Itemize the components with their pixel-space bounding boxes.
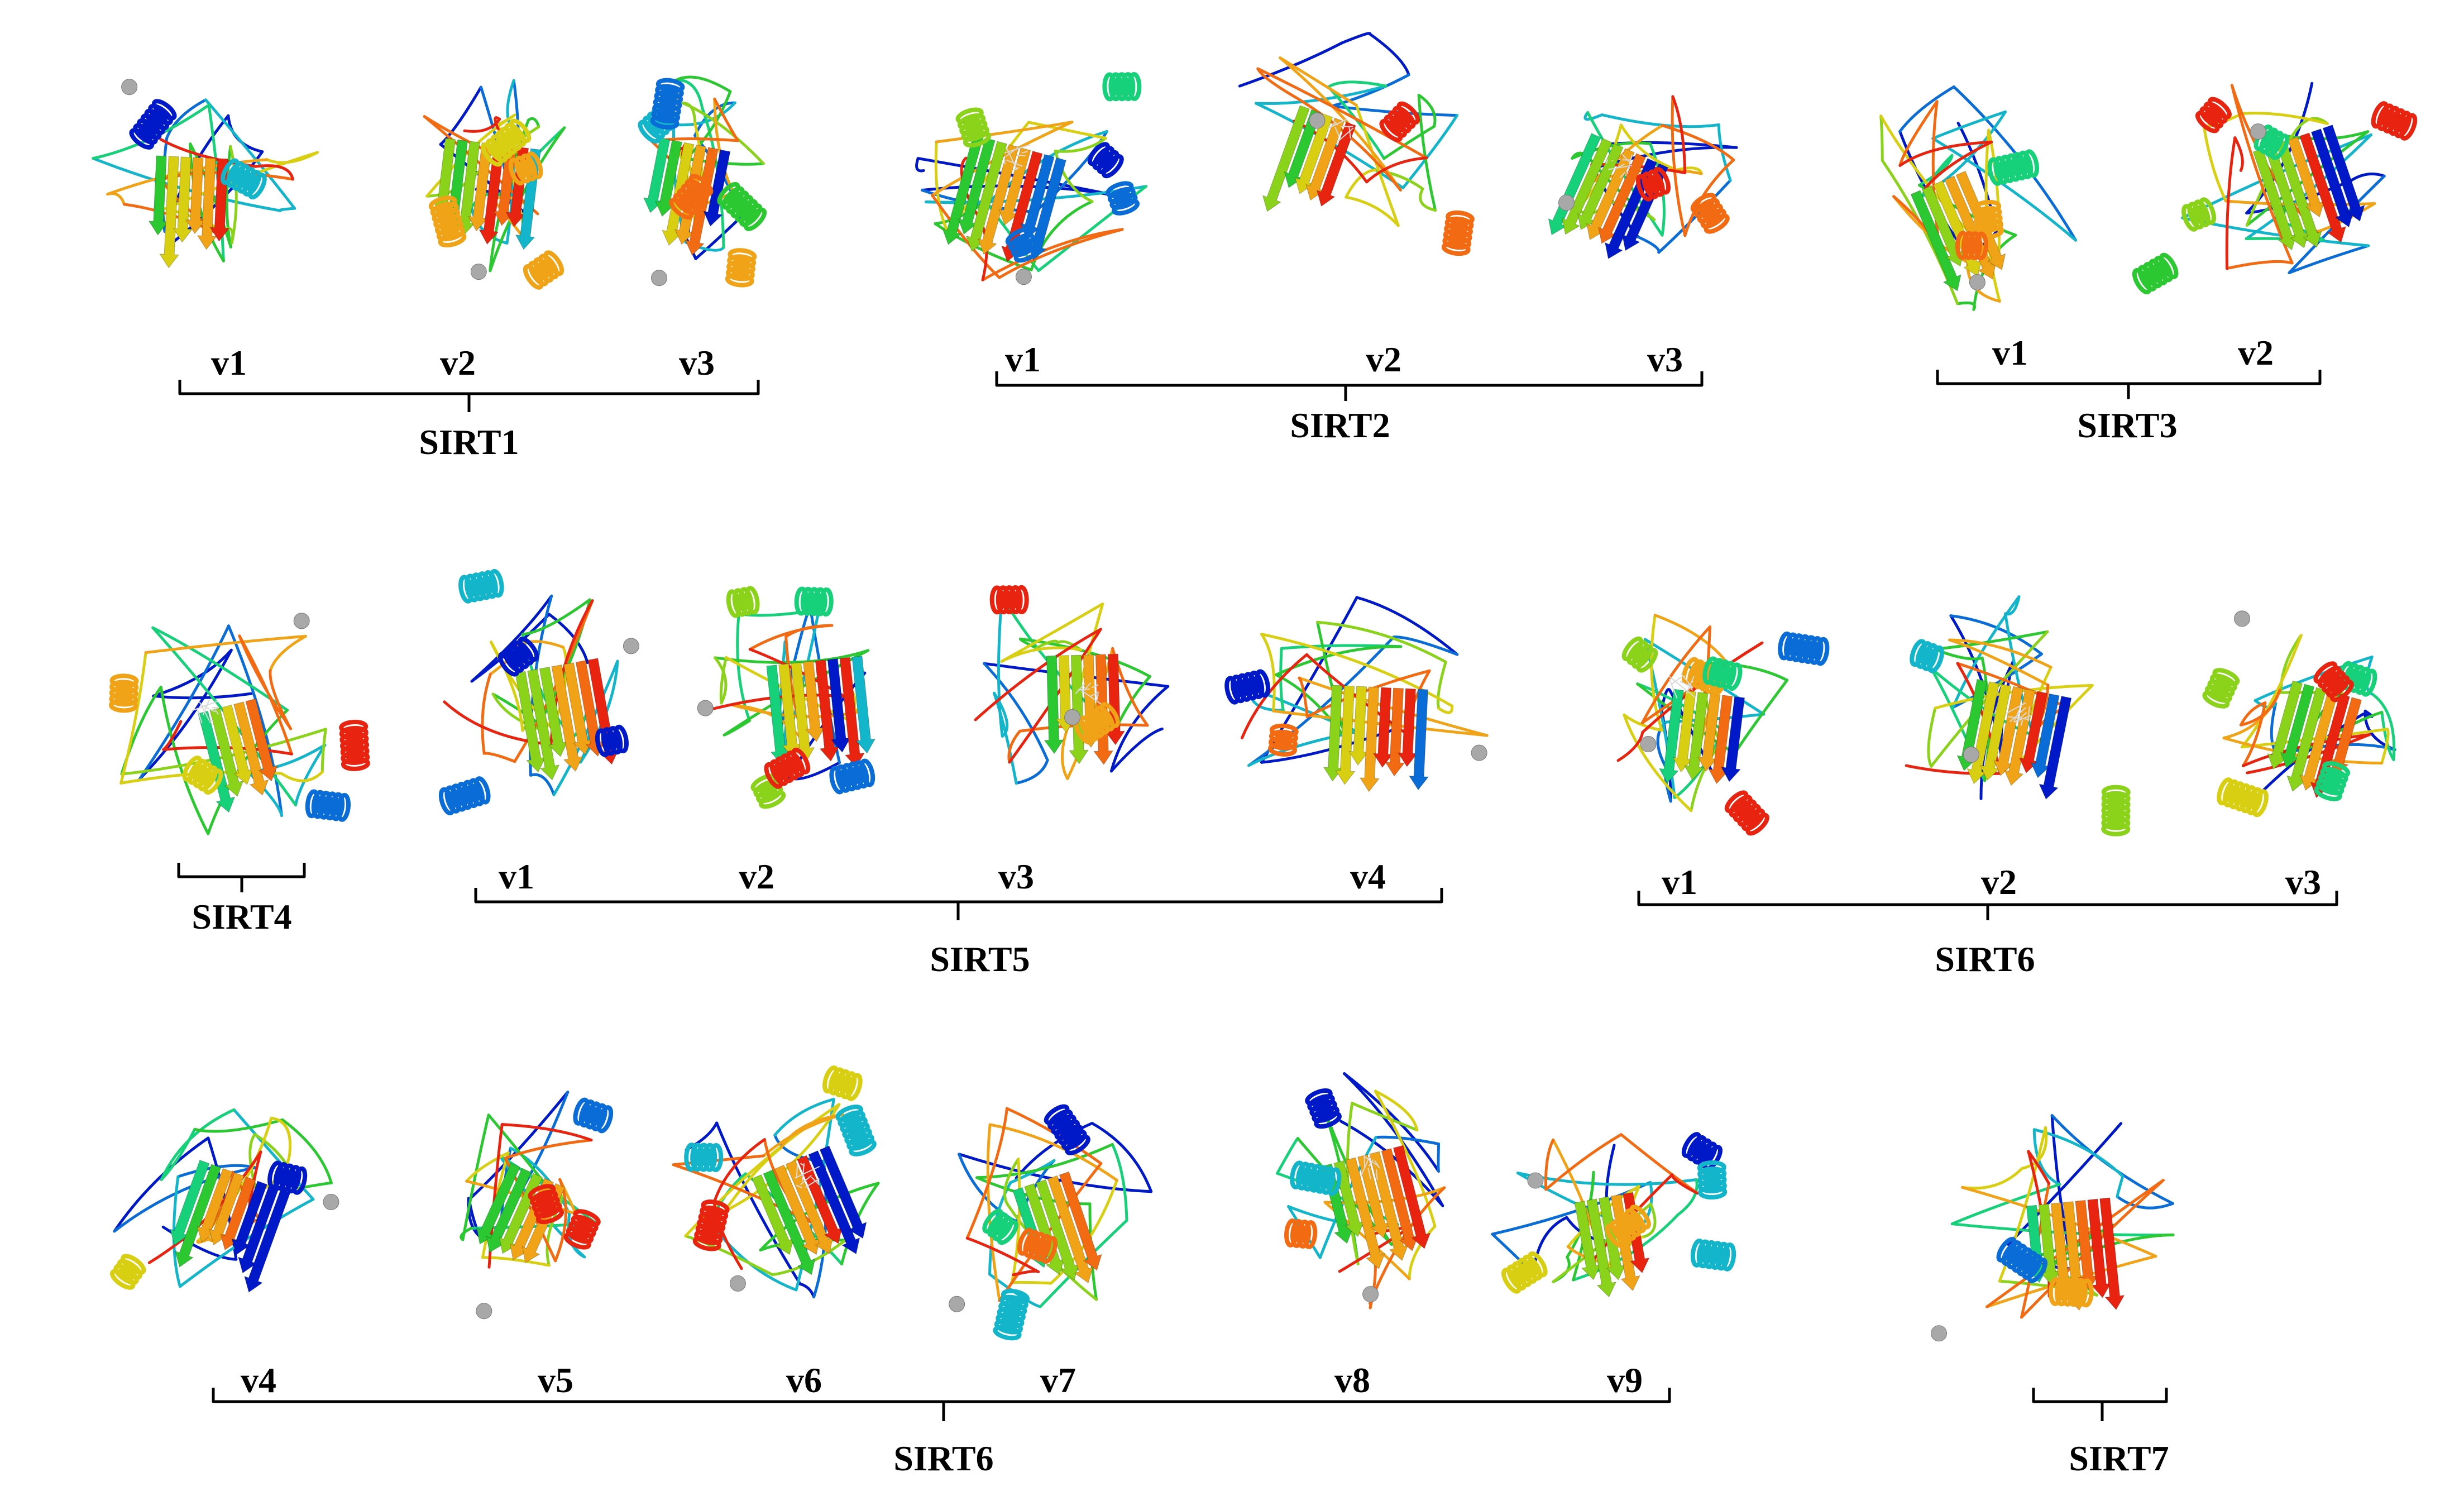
sirt7-bracket	[2032, 1388, 2168, 1421]
sirt1-bracket	[178, 380, 760, 412]
sirt3-v1-structure	[1879, 85, 2077, 311]
sirt6-variant-label-v4: v4	[241, 1360, 276, 1400]
sirt6-variant-label-v1: v1	[1662, 862, 1697, 902]
sirt2-variant-label-v1: v1	[1005, 340, 1041, 379]
sirt3-variant-label-v2: v2	[2238, 333, 2274, 372]
sirt5-variant-label-v4: v4	[1350, 857, 1386, 896]
sirt5-bracket	[474, 888, 1443, 920]
sirt5-variant-label-v3: v3	[998, 857, 1034, 896]
sirt2-group-label: SIRT2	[1290, 405, 1390, 445]
sirt6-row3-bracket	[212, 1388, 1671, 1421]
sirt6-group-label-row3: SIRT6	[893, 1438, 994, 1478]
sirt2-v1-structure	[915, 71, 1147, 285]
sirt5-group-label: SIRT5	[930, 939, 1030, 979]
sirt2-variant-label-v3: v3	[1647, 340, 1683, 379]
sirt5-v3-structure	[974, 585, 1170, 785]
sirt5-v1-structure	[438, 568, 639, 816]
sirt6-variant-label-v2: v2	[1981, 862, 2017, 902]
sirt2-bracket	[995, 371, 1704, 401]
sirt4-group-label: SIRT4	[192, 897, 292, 936]
sirt1-variant-label-v3: v3	[679, 343, 715, 383]
sirt6-variant-label-v7: v7	[1040, 1360, 1076, 1400]
sirt1-variant-label-v2: v2	[440, 343, 476, 383]
sirt2-v3-structure	[1548, 95, 1738, 260]
sirt6-v8-structure	[1276, 1072, 1446, 1309]
sirt6-v4-structure	[109, 1108, 339, 1293]
sirt6-v5-structure	[460, 1091, 614, 1320]
sirt3-v2-structure	[2132, 82, 2418, 295]
sirt5-variant-label-v1: v1	[499, 857, 534, 896]
sirt1-v1-structure	[92, 79, 319, 269]
sirt6-v7-structure	[949, 1104, 1153, 1341]
sirt6-group-label: SIRT6	[1935, 939, 2035, 979]
sirt6-v2-structure	[1905, 595, 2131, 837]
sirt6-v6-structure	[672, 1065, 880, 1299]
sirt6-v1-structure	[1616, 614, 1830, 836]
sirt6-v9-structure	[1491, 1132, 1736, 1298]
sirt5-variant-label-v2: v2	[739, 857, 774, 896]
sirt6-variant-label-v3: v3	[2285, 862, 2321, 902]
sirt2-v2-structure	[1238, 32, 1475, 256]
sirt6-variant-label-v5: v5	[538, 1360, 573, 1400]
sirt1-group-label: SIRT1	[419, 422, 519, 462]
sirt3-variant-label-v1: v1	[1992, 333, 2028, 372]
sirt4-bracket	[177, 863, 306, 892]
sirt4-structure	[109, 613, 370, 835]
sirt3-bracket	[1936, 370, 2322, 399]
sirt6-variant-label-v9: v9	[1607, 1360, 1643, 1400]
sirt2-variant-label-v2: v2	[1366, 340, 1401, 379]
sirt1-v3-structure	[638, 75, 767, 288]
sirt5-v4-structure	[1224, 596, 1489, 792]
sirt6-variant-label-v8: v8	[1334, 1360, 1370, 1400]
sirt7-group-label: SIRT7	[2069, 1438, 2169, 1478]
sirt3-group-label: SIRT3	[2077, 405, 2178, 445]
sirt1-variant-label-v1: v1	[211, 343, 247, 383]
sirt7-structure	[1931, 1114, 2175, 1342]
sirt6-variant-label-v6: v6	[786, 1360, 822, 1400]
sirt5-v2-structure	[697, 586, 876, 809]
sirt6-v3-structure	[2202, 610, 2396, 818]
sirt1-v2-structure	[423, 79, 566, 290]
